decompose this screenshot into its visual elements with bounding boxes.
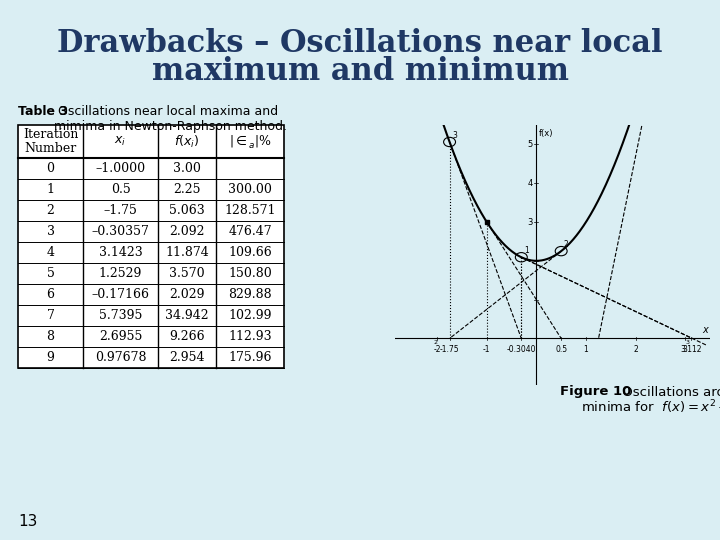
Text: f(x): f(x) <box>539 129 554 138</box>
Text: 102.99: 102.99 <box>228 309 271 322</box>
Text: 3: 3 <box>452 131 457 140</box>
Text: 2.954: 2.954 <box>169 351 204 364</box>
Text: 109.66: 109.66 <box>228 246 272 259</box>
Text: –1.0000: –1.0000 <box>96 162 145 175</box>
Text: 7: 7 <box>47 309 55 322</box>
Text: 5.063: 5.063 <box>169 204 205 217</box>
Text: 829.88: 829.88 <box>228 288 272 301</box>
Text: Drawbacks – Oscillations near local: Drawbacks – Oscillations near local <box>58 28 662 58</box>
Text: 2.25: 2.25 <box>174 183 201 196</box>
Text: Oscillations near local maxima and
mimima in Newton-Raphson method.: Oscillations near local maxima and mimim… <box>54 105 287 133</box>
Bar <box>18 125 284 368</box>
Text: x: x <box>702 325 708 335</box>
Text: 2: 2 <box>633 346 638 354</box>
Text: 112.93: 112.93 <box>228 330 272 343</box>
Text: -2: -2 <box>433 346 441 354</box>
Text: $f\left(x_i\right)$: $f\left(x_i\right)$ <box>174 133 199 150</box>
Text: 476.47: 476.47 <box>228 225 272 238</box>
Text: 0.97678: 0.97678 <box>95 351 146 364</box>
Text: Table 3: Table 3 <box>18 105 68 118</box>
Text: -0.3040: -0.3040 <box>507 346 536 354</box>
Text: maximum and minimum: maximum and minimum <box>151 57 569 87</box>
Text: minima for  $f(x)= x^2 + 2$ .: minima for $f(x)= x^2 + 2$ . <box>560 398 720 416</box>
Text: 1: 1 <box>47 183 55 196</box>
Text: 3: 3 <box>528 218 533 226</box>
Text: 150.80: 150.80 <box>228 267 272 280</box>
Text: 3: 3 <box>685 340 689 346</box>
Text: 13: 13 <box>18 515 37 530</box>
Text: 4: 4 <box>528 179 533 188</box>
Text: 5: 5 <box>47 267 55 280</box>
Text: 6: 6 <box>47 288 55 301</box>
Text: Figure 10: Figure 10 <box>560 386 631 399</box>
Text: 2: 2 <box>564 240 568 249</box>
Text: 3: 3 <box>683 346 688 354</box>
Text: 11.874: 11.874 <box>165 246 209 259</box>
Text: –1.75: –1.75 <box>104 204 138 217</box>
Text: $\left|\in_a\right|$%: $\left|\in_a\right|$% <box>229 133 271 150</box>
Text: Oscillations around local: Oscillations around local <box>618 386 720 399</box>
Text: 0.5: 0.5 <box>111 183 130 196</box>
Text: -1.75: -1.75 <box>440 346 459 354</box>
Text: 2.6955: 2.6955 <box>99 330 142 343</box>
Text: 1: 1 <box>523 246 528 255</box>
Text: 4: 4 <box>47 246 55 259</box>
Text: –0.30357: –0.30357 <box>91 225 150 238</box>
Text: 9.266: 9.266 <box>169 330 204 343</box>
Text: 0: 0 <box>47 162 55 175</box>
Text: 128.571: 128.571 <box>224 204 276 217</box>
Text: 0.5: 0.5 <box>555 346 567 354</box>
Text: -1: -1 <box>483 346 490 354</box>
Text: –0.17166: –0.17166 <box>91 288 150 301</box>
Text: 34.942: 34.942 <box>165 309 209 322</box>
Text: 8: 8 <box>47 330 55 343</box>
Text: $x_i$: $x_i$ <box>114 135 127 148</box>
Text: 9: 9 <box>47 351 55 364</box>
Text: 175.96: 175.96 <box>228 351 271 364</box>
Text: 5: 5 <box>528 140 533 149</box>
Text: 3: 3 <box>47 225 55 238</box>
Text: 5.7395: 5.7395 <box>99 309 142 322</box>
Text: 3.570: 3.570 <box>169 267 204 280</box>
Text: Iteration
Number: Iteration Number <box>23 127 78 156</box>
Text: 2: 2 <box>47 204 55 217</box>
Text: 300.00: 300.00 <box>228 183 272 196</box>
Text: 1.2529: 1.2529 <box>99 267 142 280</box>
Text: 3.1423: 3.1423 <box>99 246 143 259</box>
Text: 2.092: 2.092 <box>169 225 204 238</box>
Text: 1: 1 <box>584 346 588 354</box>
Text: 3.00: 3.00 <box>173 162 201 175</box>
Text: 2: 2 <box>433 340 437 346</box>
Text: 3.112: 3.112 <box>680 346 701 354</box>
Text: 2.029: 2.029 <box>169 288 204 301</box>
